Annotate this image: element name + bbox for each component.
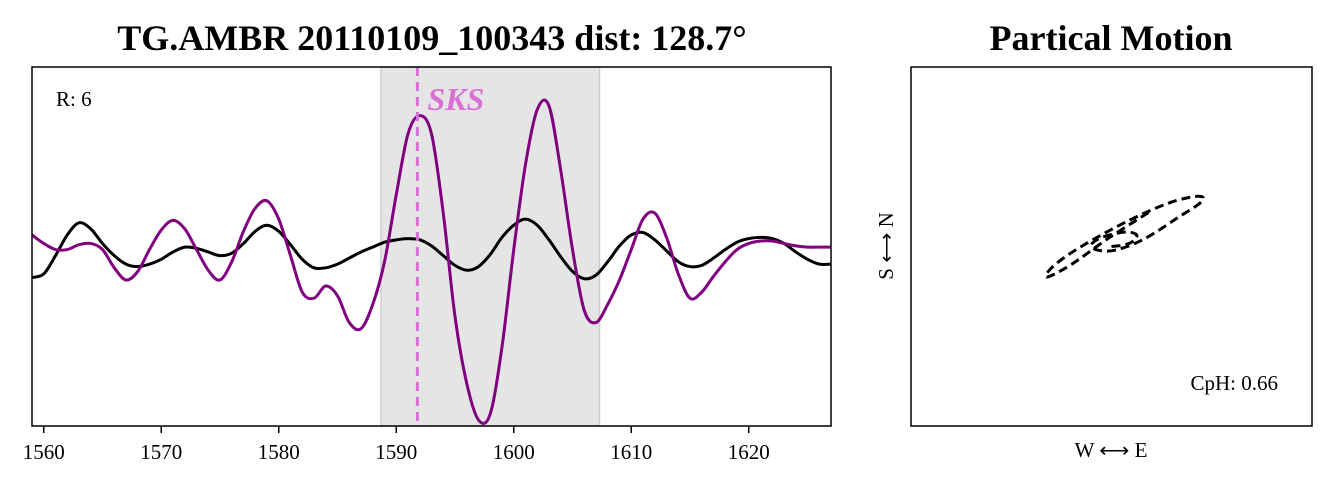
x-axis-ticks: 1560 1570 1580 1590 1600 1610 1620: [23, 426, 770, 464]
rating-annotation: R: 6: [56, 87, 92, 111]
y-axis-label: S ⟷ N: [874, 212, 898, 279]
x-tick-label: 1610: [610, 440, 652, 464]
particle-motion-axes-frame: [910, 66, 1313, 427]
x-tick-label: 1580: [258, 440, 300, 464]
particle-motion-title: Partical Motion: [990, 18, 1233, 58]
waveform-panel: TG.AMBR 20110109_100343 dist: 128.7° SKS…: [23, 18, 832, 464]
radial-trace: [32, 217, 831, 281]
particle-motion-trace: [1044, 194, 1205, 279]
x-tick-label: 1570: [140, 440, 182, 464]
x-tick-label: 1560: [23, 440, 65, 464]
x-tick-label: 1600: [493, 440, 535, 464]
coherence-annotation: CpH: 0.66: [1190, 371, 1278, 395]
waveform-title: TG.AMBR 20110109_100343 dist: 128.7°: [117, 18, 746, 58]
x-tick-label: 1590: [375, 440, 417, 464]
x-axis-label: W ⟷ E: [1075, 438, 1148, 462]
phase-window: [380, 66, 601, 427]
x-tick-label: 1620: [728, 440, 770, 464]
transverse-trace: [32, 98, 831, 425]
waveform-series-group: [32, 98, 831, 425]
particle-motion-series-group: [1044, 194, 1205, 279]
particle-motion-panel: Partical Motion CpH: 0.66 W ⟷ E S ⟷ N: [874, 18, 1313, 462]
waveform-axes-frame: [31, 66, 832, 427]
phase-label: SKS: [427, 81, 484, 117]
